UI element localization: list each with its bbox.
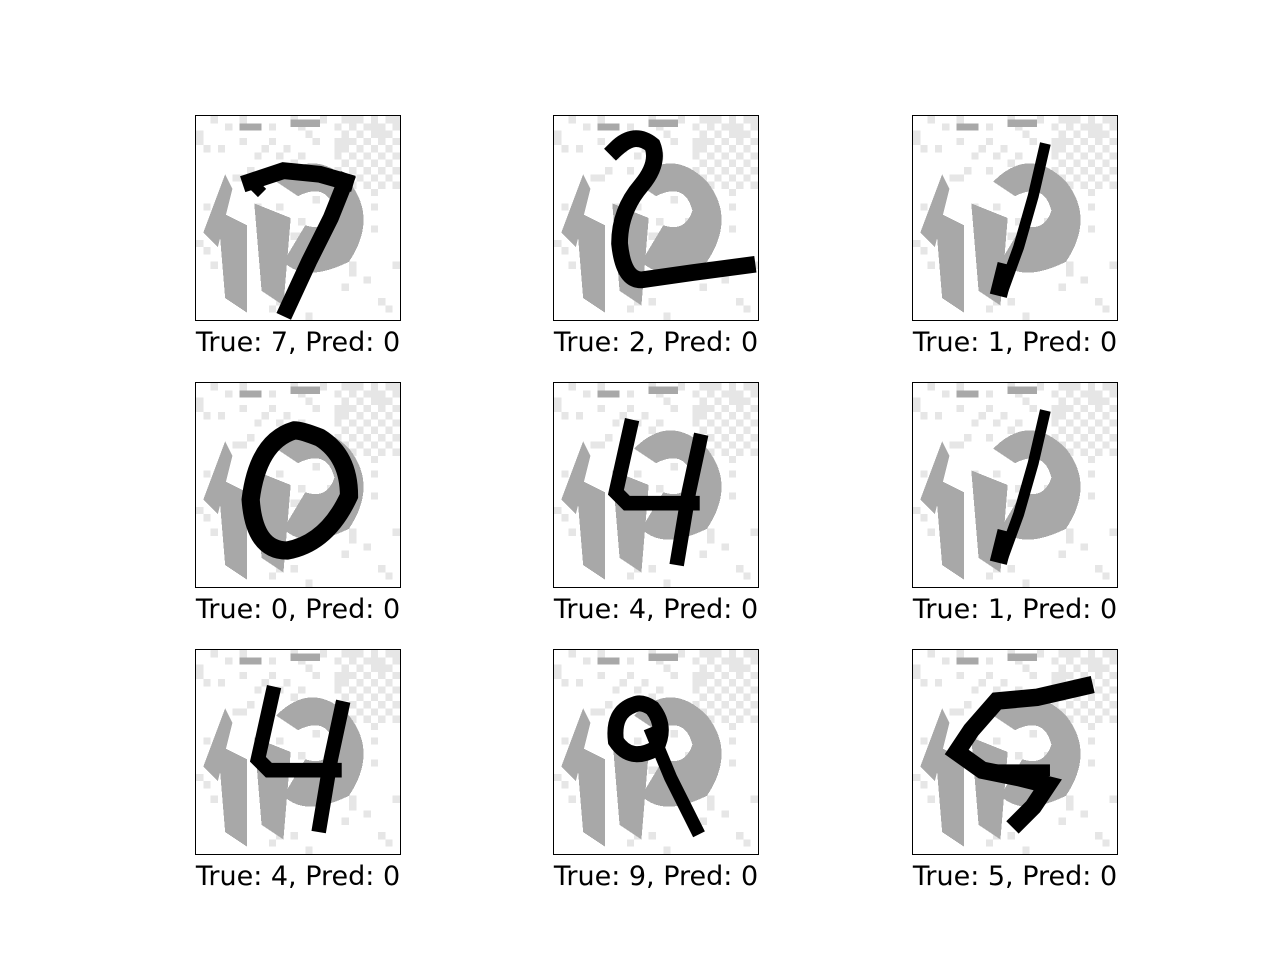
digit-stroke	[240, 162, 356, 193]
digit-image-panel-9	[912, 649, 1118, 855]
digit-stroke	[989, 529, 1015, 565]
panel-caption: True: 9, Pred: 0	[553, 861, 759, 892]
digit-image	[554, 116, 758, 320]
digit-stroke	[607, 418, 700, 511]
digit-image-panel-1	[195, 115, 401, 321]
digit-stroke	[989, 262, 1015, 298]
digit-stroke	[669, 432, 709, 567]
digit-image-panel-5	[553, 382, 759, 588]
digit-stroke	[276, 171, 356, 320]
panel-caption: True: 0, Pred: 0	[195, 594, 401, 625]
digit-image	[913, 650, 1117, 854]
digit-stroke	[249, 685, 342, 778]
digit-stroke	[241, 421, 359, 560]
digit-stroke	[242, 173, 267, 198]
digit-image	[913, 116, 1117, 320]
digit-image-panel-8	[553, 649, 759, 855]
panel-caption: True: 2, Pred: 0	[553, 327, 759, 358]
digit-image-panel-3	[912, 115, 1118, 321]
digit-stroke	[311, 699, 351, 834]
panel-1: True: 7, Pred: 0	[195, 115, 455, 375]
panel-caption: True: 1, Pred: 0	[912, 327, 1118, 358]
digit-stroke	[604, 130, 757, 289]
panel-caption: True: 1, Pred: 0	[912, 594, 1118, 625]
panel-caption: True: 5, Pred: 0	[912, 861, 1118, 892]
panel-7: True: 4, Pred: 0	[195, 649, 455, 909]
digit-image	[913, 383, 1117, 587]
panel-8: True: 9, Pred: 0	[553, 649, 813, 909]
digit-image-panel-4	[195, 382, 401, 588]
panel-4: True: 0, Pred: 0	[195, 382, 455, 642]
digit-image	[554, 383, 758, 587]
digit-image	[196, 650, 400, 854]
digit-image-panel-2	[553, 115, 759, 321]
digit-image	[196, 116, 400, 320]
digit-stroke	[944, 675, 1095, 834]
panel-5: True: 4, Pred: 0	[553, 382, 813, 642]
digit-image	[196, 383, 400, 587]
panel-caption: True: 4, Pred: 0	[553, 594, 759, 625]
digit-image-panel-6	[912, 382, 1118, 588]
panel-2: True: 2, Pred: 0	[553, 115, 813, 375]
panel-9: True: 5, Pred: 0	[912, 649, 1172, 909]
panel-caption: True: 7, Pred: 0	[195, 327, 401, 358]
digit-image-panel-7	[195, 649, 401, 855]
panel-3: True: 1, Pred: 0	[912, 115, 1172, 375]
digit-image	[554, 650, 758, 854]
digit-stroke	[643, 725, 705, 838]
panel-caption: True: 4, Pred: 0	[195, 861, 401, 892]
panel-6: True: 1, Pred: 0	[912, 382, 1172, 642]
